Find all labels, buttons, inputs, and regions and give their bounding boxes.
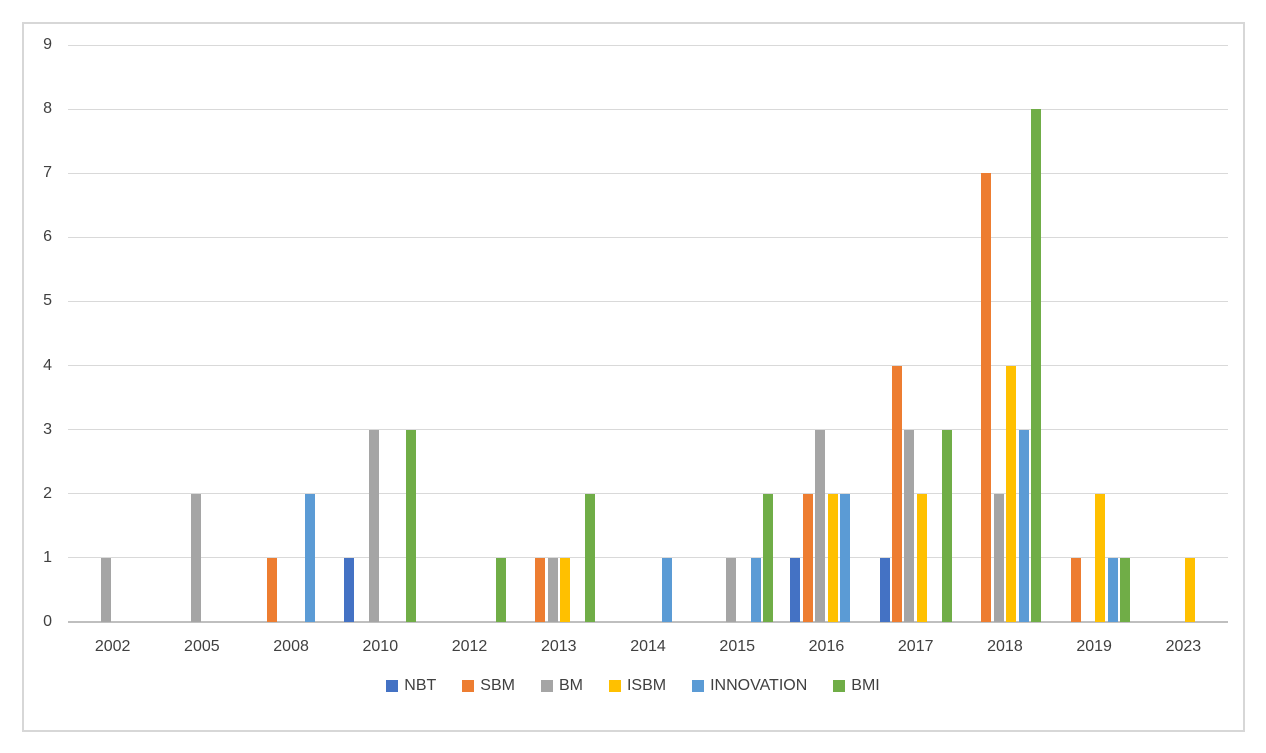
legend-item-bmi: BMI — [833, 677, 880, 695]
legend-swatch-isbm — [608, 680, 621, 692]
bar-sbm-2018 — [981, 173, 992, 622]
bar-nbt-2017 — [879, 557, 890, 622]
legend-label: BM — [558, 677, 583, 694]
y-tick-label: 2 — [43, 484, 52, 502]
bar-bm-2005 — [190, 493, 201, 622]
x-tick-label: 2013 — [540, 638, 577, 655]
bar-nbt-2016 — [790, 557, 801, 622]
x-tick-label: 2008 — [273, 638, 309, 655]
bar-sbm-2017 — [892, 365, 903, 622]
bar-bm-2018 — [993, 493, 1004, 622]
x-tick-label: 2018 — [987, 638, 1023, 655]
y-tick-label: 0 — [43, 613, 52, 630]
x-tick-label: 2023 — [1165, 638, 1202, 655]
bar-innovation-2018 — [1018, 429, 1029, 622]
x-axis-line — [68, 621, 1228, 623]
bar-bmi-2018 — [1030, 109, 1041, 622]
legend-label: NBT — [404, 677, 437, 694]
bar-nbt-2010 — [344, 557, 355, 622]
legend-label: ISBM — [626, 677, 667, 694]
legend-item-isbm: ISBM — [608, 677, 667, 695]
bar-innovation-2015 — [750, 557, 761, 622]
bar-sbm-2013 — [535, 557, 546, 622]
chart-border — [22, 22, 1245, 732]
gridline — [68, 493, 1228, 495]
bar-innovation-2016 — [840, 493, 851, 622]
y-tick-label: 4 — [43, 356, 52, 374]
legend-swatch-nbt — [386, 680, 399, 692]
bar-sbm-2008 — [267, 557, 278, 622]
gridline — [68, 108, 1228, 110]
x-tick-label: 2017 — [897, 638, 934, 655]
bar-bm-2015 — [726, 557, 737, 622]
gridline — [68, 365, 1228, 367]
bar-isbm-2016 — [827, 493, 838, 622]
x-tick-label: 2015 — [719, 638, 756, 655]
bar-isbm-2023 — [1184, 557, 1195, 622]
x-tick-label: 2012 — [451, 638, 488, 655]
legend-item-bm: BM — [540, 677, 583, 695]
legend-swatch-bmi — [833, 680, 846, 692]
x-tick-label: 2014 — [630, 638, 666, 655]
legend-label: BMI — [851, 677, 880, 694]
gridline — [68, 300, 1228, 302]
bar-isbm-2013 — [559, 557, 570, 622]
x-tick-label: 2019 — [1076, 638, 1112, 655]
legend-label: SBM — [480, 677, 515, 694]
bar-innovation-2008 — [304, 493, 315, 622]
legend-swatch-innovation — [692, 680, 705, 692]
x-tick-label: 2002 — [94, 638, 131, 655]
bar-isbm-2019 — [1095, 493, 1106, 622]
bar-bm-2017 — [904, 429, 915, 622]
bar-bmi-2010 — [406, 429, 417, 622]
x-tick-label: 2016 — [808, 638, 845, 655]
bar-bmi-2012 — [495, 557, 506, 622]
bar-bmi-2015 — [763, 493, 774, 622]
legend-swatch-sbm — [462, 680, 475, 692]
gridline — [68, 236, 1228, 238]
gridline — [68, 172, 1228, 174]
bar-innovation-2019 — [1107, 557, 1118, 622]
legend-item-innovation: INNOVATION — [692, 677, 807, 695]
y-tick-label: 3 — [43, 420, 52, 438]
bar-bm-2016 — [815, 429, 826, 622]
gridline — [68, 557, 1228, 559]
x-tick-label: 2010 — [362, 638, 399, 655]
gridline — [68, 429, 1228, 431]
bar-sbm-2016 — [802, 493, 813, 622]
bar-isbm-2018 — [1006, 365, 1017, 622]
legend-swatch-bm — [540, 680, 553, 692]
y-tick-label: 8 — [43, 100, 52, 118]
bar-innovation-2014 — [661, 557, 672, 622]
legend-label: INNOVATION — [710, 677, 808, 694]
bar-bm-2010 — [369, 429, 380, 622]
bar-isbm-2017 — [916, 493, 927, 622]
y-tick-label: 6 — [43, 228, 52, 246]
plot-area — [68, 44, 1228, 623]
legend: NBT SBM BM ISBM INNOVATION BMI — [0, 677, 1266, 695]
bar-bm-2013 — [547, 557, 558, 622]
legend-item-nbt: NBT — [386, 677, 436, 695]
y-tick-label: 5 — [43, 292, 52, 310]
gridline — [68, 44, 1228, 46]
y-tick-label: 9 — [43, 36, 52, 53]
legend-item-sbm: SBM — [462, 677, 515, 695]
y-tick-label: 7 — [43, 164, 52, 182]
x-tick-label: 2005 — [184, 638, 220, 655]
bar-bmi-2019 — [1120, 557, 1131, 622]
bar-sbm-2019 — [1070, 557, 1081, 622]
y-tick-label: 1 — [43, 548, 52, 566]
bar-bm-2002 — [101, 557, 112, 622]
bar-bmi-2013 — [584, 493, 595, 622]
bar-bmi-2017 — [941, 429, 952, 622]
